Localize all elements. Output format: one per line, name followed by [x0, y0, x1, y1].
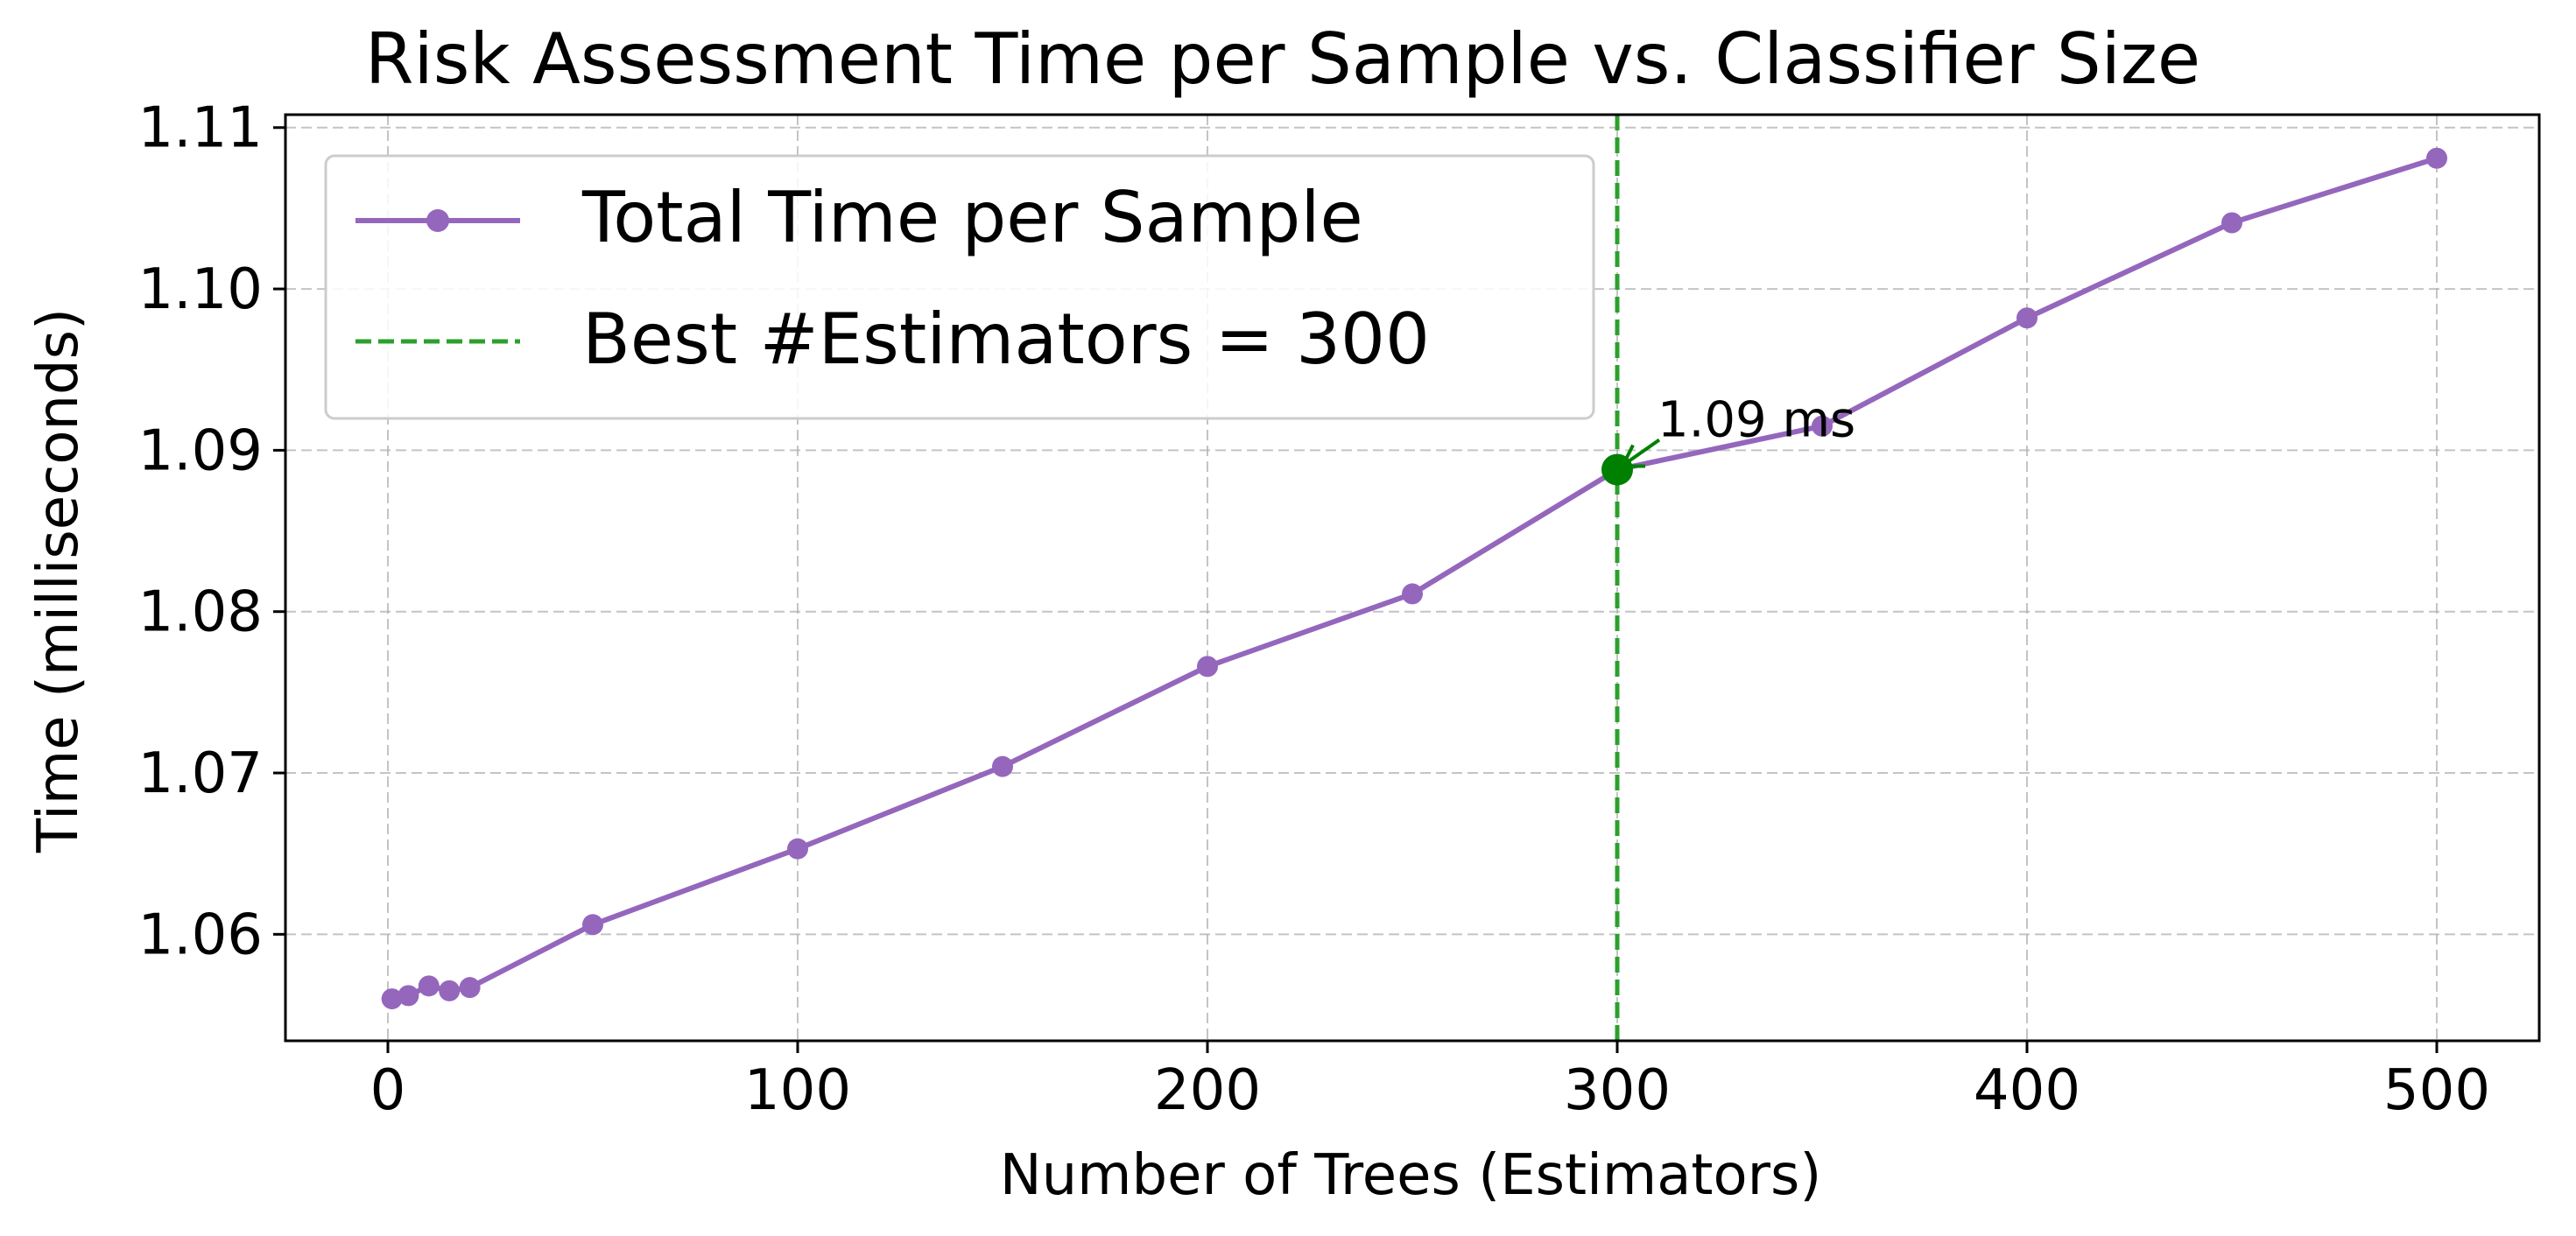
data-point	[459, 977, 481, 999]
data-point	[1812, 415, 1833, 437]
x-tick-label: 300	[1564, 1058, 1671, 1123]
y-tick-label: 1.06	[138, 902, 264, 967]
data-point	[381, 988, 403, 1010]
data-point	[787, 838, 808, 860]
chart-title: Risk Assessment Time per Sample vs. Clas…	[365, 18, 2200, 100]
x-tick-label: 100	[744, 1058, 851, 1123]
y-axis-label: Time (milliseconds)	[26, 308, 91, 853]
axis-ticks: 0 100 200 300 400 500 1.06 1.07 1.08 1.09 1.10 1.11	[138, 96, 2491, 1123]
data-point	[582, 914, 603, 936]
data-point	[2221, 212, 2242, 234]
y-tick-label: 1.10	[138, 257, 264, 322]
legend-box	[324, 154, 1595, 420]
x-axis-label: Number of Trees (Estimators)	[1000, 1143, 1822, 1208]
data-point	[439, 980, 461, 1001]
y-tick-label: 1.08	[138, 580, 264, 645]
data-point	[398, 985, 419, 1007]
best-point-marker	[1601, 453, 1633, 486]
data-point	[1402, 583, 1423, 605]
plot-area-frame	[284, 113, 2541, 1043]
x-tick-label: 0	[370, 1058, 406, 1123]
x-tick-label: 500	[2383, 1058, 2490, 1123]
y-tick-label: 1.09	[138, 418, 264, 483]
legend: Total Time per Sample Best #Estimators =…	[324, 154, 1595, 420]
x-tick-label: 400	[1974, 1058, 2080, 1123]
legend-label-reference: Best #Estimators = 300	[582, 298, 1430, 380]
data-point	[1197, 656, 1218, 678]
y-tick-label: 1.11	[138, 96, 264, 161]
data-point	[2426, 147, 2447, 169]
legend-label-series: Total Time per Sample	[581, 177, 1363, 258]
y-tick-label: 1.07	[138, 741, 264, 806]
x-tick-label: 200	[1154, 1058, 1261, 1123]
highlight-layer: 1.09 ms	[1601, 392, 1855, 486]
annotation-arrow-shaft	[1622, 438, 1661, 467]
annotation-arrow-head	[1619, 444, 1645, 468]
legend-swatch-marker	[426, 209, 449, 232]
best-point-annotation: 1.09 ms	[1658, 392, 1855, 449]
data-point	[992, 755, 1013, 777]
data-point	[418, 975, 440, 997]
data-point	[2016, 307, 2038, 329]
